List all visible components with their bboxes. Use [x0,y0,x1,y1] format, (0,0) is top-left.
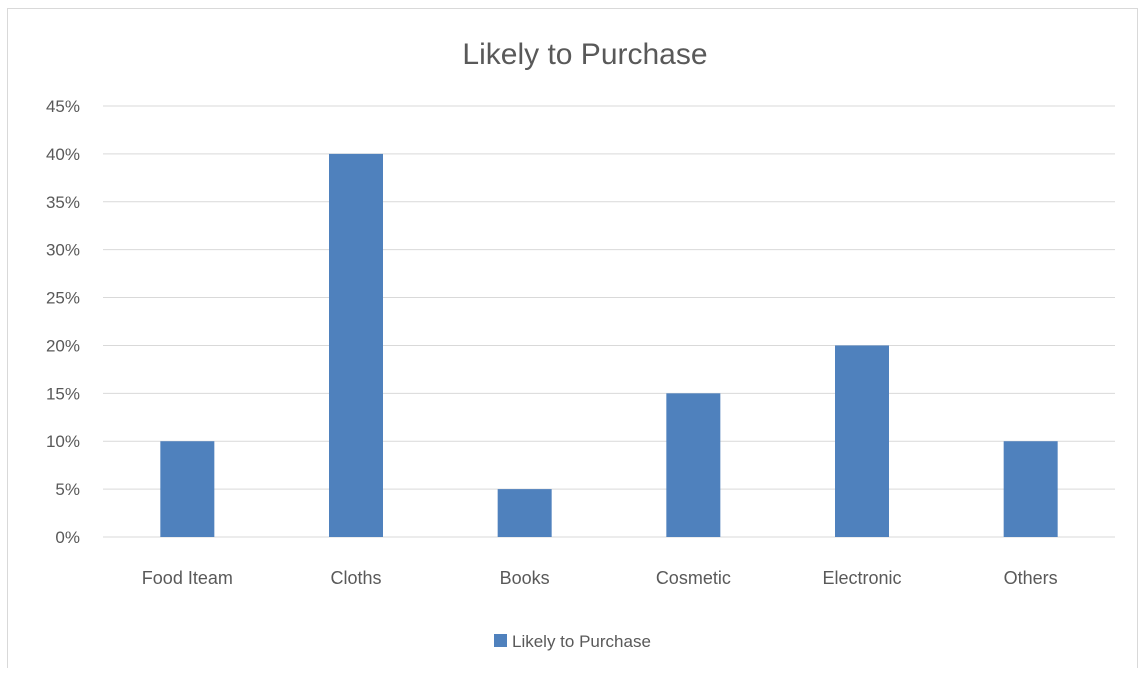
legend: Likely to Purchase [494,632,651,651]
legend-swatch [494,634,507,647]
bar [666,393,721,537]
x-axis-ticks: Food Iteam Cloths Books Cosmetic Electronic O… [142,568,1058,588]
x-tick-label: Electronic [822,568,901,588]
x-tick-label: Cosmetic [656,568,731,588]
y-tick-label: 15% [46,384,80,403]
bar [835,345,889,537]
gridlines [103,105,1115,538]
y-axis-ticks: 0% 5% 10% 15% 20% 25% 30% 35% 40% 45% [46,97,80,547]
y-tick-label: 25% [46,289,80,308]
x-tick-label: Food Iteam [142,568,233,588]
bar [329,153,383,537]
chart-container [7,8,1138,668]
chart-title: Likely to Purchase [462,38,707,71]
y-tick-label: 35% [46,193,80,212]
x-tick-label: Others [1004,568,1058,588]
y-tick-label: 30% [46,241,80,260]
bars [160,153,1058,537]
bar [1003,441,1058,537]
y-tick-label: 10% [46,432,80,451]
x-tick-label: Cloths [330,568,381,588]
y-tick-label: 0% [55,528,80,547]
y-tick-label: 20% [46,336,80,355]
legend-label: Likely to Purchase [512,632,651,651]
bar [160,441,215,537]
x-tick-label: Books [500,568,550,588]
bar [497,489,552,537]
y-tick-label: 5% [55,480,80,499]
y-tick-label: 40% [46,145,80,164]
y-tick-label: 45% [46,97,80,116]
